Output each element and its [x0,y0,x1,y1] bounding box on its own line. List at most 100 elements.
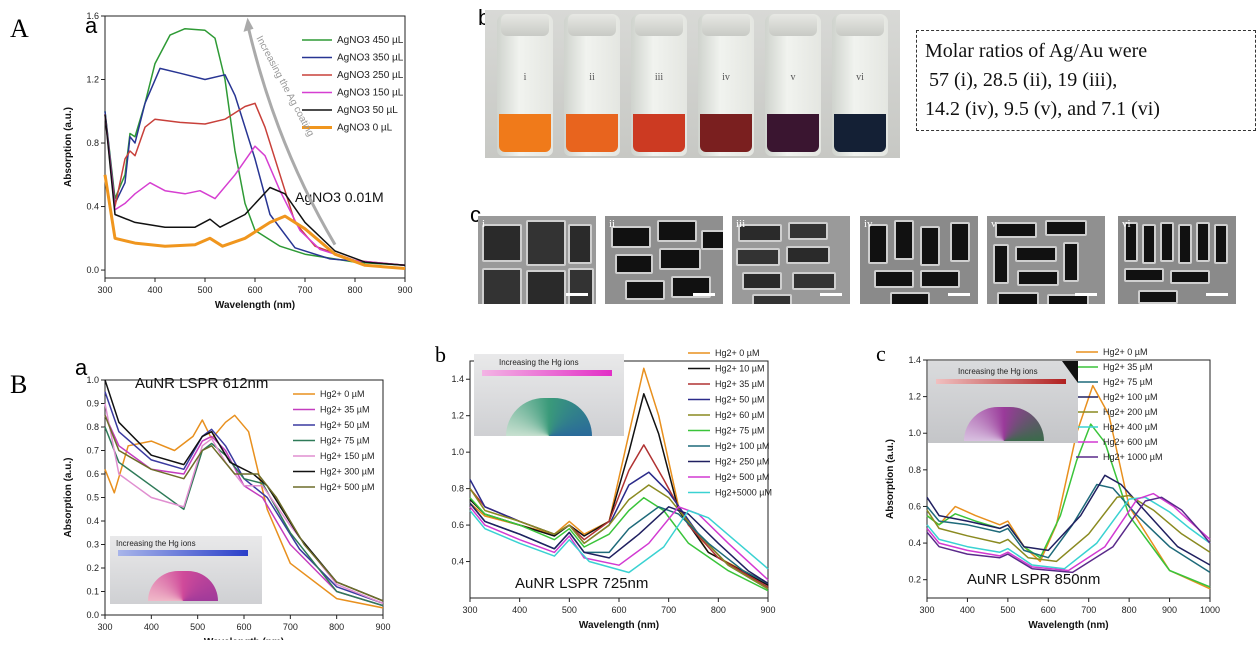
series-line [926,483,1211,574]
vial: ii [564,14,620,156]
inset-photo-Ba: Increasing the Hg ions [110,536,262,604]
y-tick-label: 1.0 [451,447,464,457]
x-tick-label: 700 [283,622,298,632]
x-tick-label: 400 [960,605,975,615]
tem-label: ii [609,218,616,230]
legend-label: Hg2+ 35 µM [715,379,764,389]
chart-annotation: AgNO3 0.01M [295,189,384,205]
x-tick-label: 900 [397,285,412,295]
scale-bar [1206,293,1228,296]
x-tick-label: 600 [611,605,626,615]
x-tick-label: 500 [562,605,577,615]
nanorod [950,222,970,262]
plot-frame [926,359,1211,599]
y-tick-label: 1.2 [908,392,921,402]
x-tick-label: 600 [1041,605,1056,615]
x-tick-label: 500 [190,622,205,632]
legend-label: Hg2+ 75 µM [715,426,764,436]
legend-label: Hg2+ 1000 µM [1103,452,1162,462]
nanorod [671,276,711,298]
series-line [926,496,1211,570]
legend-label: Hg2+ 35 µM [320,405,369,415]
legend-label: AgNO3 150 µL [337,88,404,99]
ratio-line-1: Molar ratios of Ag/Au were [925,40,1148,62]
nanorod [736,248,780,266]
nanorod [920,270,960,288]
series-line [104,415,384,602]
series-line [926,492,1211,572]
y-tick-label: 0.7 [86,446,99,456]
series-line [926,496,1211,574]
y-tick-label: 1.4 [908,355,921,365]
tem-label: v [991,218,997,230]
legend-label: Hg2+ 35 µM [1103,362,1152,372]
chart-title: AuNR LSPR 725nm [515,575,648,592]
y-tick-label: 0.5 [86,493,99,503]
scale-bar [566,293,588,296]
nanorod [874,270,914,288]
nanorod [659,248,701,270]
nanorod [1170,270,1210,284]
chart-Bb: 300 400 500 600 700 800 900 0.4 0.6 0.8 1.0 1.2 1.4 W… [451,348,775,631]
vial: v [765,14,821,156]
chart-title: AuNR LSPR 850nm [967,571,1100,588]
tem-image: i [478,216,596,304]
vial-label: iv [722,72,730,83]
x-tick-label: 800 [347,285,362,295]
series-line [926,384,1211,590]
series-line [104,114,406,267]
nanorod [1196,222,1210,262]
y-tick-label: 1.6 [86,11,99,21]
nanorod [568,268,594,304]
nanorod [1178,224,1192,264]
x-tick-label: 700 [1081,605,1096,615]
vial: iv [698,14,754,156]
series-line [469,509,769,574]
x-tick-label: 800 [1122,605,1137,615]
legend-label: AgNO3 450 µL [337,35,404,46]
y-axis-label: Absorption (a.u.) [885,439,896,519]
legend-label: AgNO3 50 µL [337,105,398,116]
y-tick-label: 0.4 [451,557,464,567]
y-axis-label: Absorption (a.u.) [63,107,74,187]
molar-ratio-box: Molar ratios of Ag/Au were 57 (i), 28.5 … [916,30,1256,131]
nanorod [625,280,665,300]
x-tick-label: 300 [97,622,112,632]
x-tick-label: 900 [760,605,775,615]
y-tick-label: 1.0 [908,428,921,438]
nanorod [1124,268,1164,282]
x-tick-label: 400 [512,605,527,615]
panel-letter-B: B [10,370,28,399]
legend-label: Hg2+ 500 µM [320,482,374,492]
x-tick-label: 600 [247,285,262,295]
series-line [469,502,769,585]
y-tick-label: 0.8 [451,484,464,494]
legend-label: Hg2+ 0 µM [320,389,364,399]
series-line [104,27,406,267]
nanorod [786,246,830,264]
y-tick-label: 0.2 [86,563,99,573]
nanorod [611,226,651,248]
nanorod [1214,224,1228,264]
tem-image: iii [732,216,850,304]
series-line [104,114,406,267]
vial-label: iii [654,72,664,83]
legend-label: Hg2+ 60 µM [715,410,764,420]
nanorod [752,294,792,304]
nanorod [995,222,1037,238]
nanorod [792,272,836,290]
legend-label: AgNO3 250 µL [337,70,404,81]
chart-Ba: 300 400 500 600 700 800 900 0.0 0.1 0.2 0.3 0.4 0.5 0… [63,375,391,640]
series-line [926,474,1211,566]
x-tick-label: 500 [197,285,212,295]
y-tick-label: 1.4 [451,374,464,384]
chart-Aa: 300 400 500 600 700 800 900 0.0 0.4 0.8 1.2 1.6 Wave… [63,11,413,311]
legend-label: Hg2+ 500 µM [715,472,769,482]
x-tick-label: 600 [236,622,251,632]
series-line [104,391,384,605]
vial-liquid [633,114,685,152]
legend-label: Hg2+ 75 µM [1103,377,1152,387]
inset-photo-Bb: Increasing the Hg ions [474,354,624,436]
x-tick-label: 1000 [1200,605,1220,615]
nanorod [1138,290,1178,304]
